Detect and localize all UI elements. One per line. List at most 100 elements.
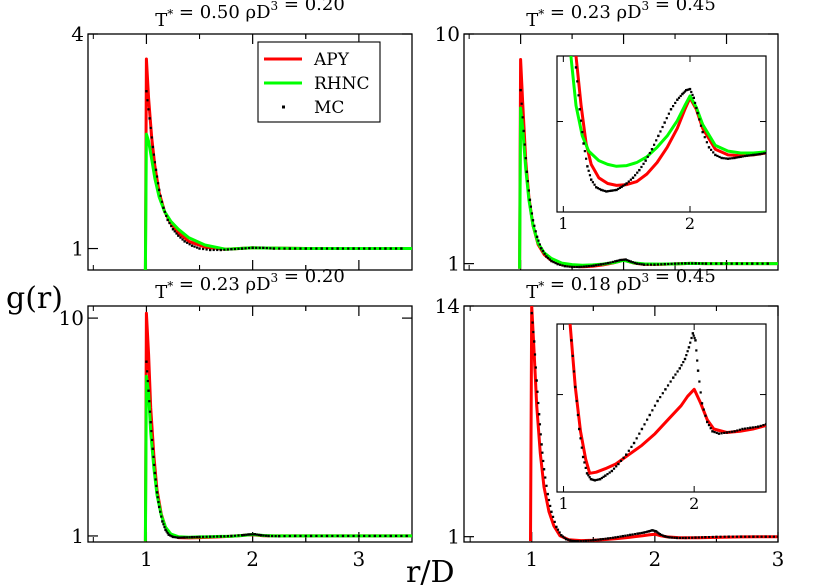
tl-panel-mc-point — [262, 246, 265, 250]
br-panel-inset-mc-point — [698, 380, 701, 383]
tr-panel-inset-mc-point — [659, 130, 662, 133]
br-panel-inset-mc-point — [666, 384, 670, 387]
tr-panel-mc-point — [526, 180, 529, 183]
tr-panel-mc-point — [691, 262, 694, 265]
br-panel-inset-mc-point — [725, 431, 729, 434]
br-panel-inset-mc-point — [625, 453, 628, 456]
tl-panel-mc-point — [165, 214, 168, 217]
tr-panel-inset-mc-point — [692, 96, 695, 100]
tr-panel-inset-mc-point — [754, 153, 757, 156]
br-panel-inset-mc-point — [635, 437, 638, 440]
tr-panel-mc-point — [528, 198, 532, 202]
legend: APY RHNC MC — [257, 41, 381, 123]
bl-panel-mc-point — [283, 535, 286, 538]
br-panel-mc-point — [597, 538, 600, 541]
tr-panel-mc-point — [624, 258, 627, 261]
tl-panel-mc-point — [145, 90, 148, 93]
br-panel-mc-point — [711, 535, 714, 539]
tr-panel-inset-mc-point — [669, 108, 673, 111]
tr-panel-inset-mc-point — [688, 87, 692, 91]
tr-panel-mc-point — [640, 263, 643, 266]
bl-panel-mc-point — [150, 438, 154, 442]
bl-panel-mc-point — [271, 534, 274, 538]
bl-panel-mc-point — [170, 535, 173, 538]
br-panel-mc-point — [604, 537, 607, 540]
bl-panel-mc-point — [165, 530, 168, 533]
bl-panel-mc-point — [262, 534, 265, 537]
tr-panel-mc-point — [687, 262, 690, 265]
br-panel-inset-mc-point — [600, 476, 603, 480]
tr-panel-mc-point — [740, 262, 744, 265]
tr-panel-inset-mc-point — [644, 159, 647, 162]
br-panel-inset-mc-point — [587, 474, 590, 477]
bl-panel-mc-point — [145, 360, 148, 363]
tr-panel-mc-point — [684, 262, 687, 265]
bl-panel-mc-point — [405, 534, 408, 538]
br-panel-mc-point — [540, 443, 543, 446]
br-panel-mc-point — [544, 476, 547, 479]
br-panel-inset-mc-point — [736, 429, 739, 432]
br-panel-inset-mc-point — [584, 466, 587, 469]
br-panel-inset-mc-point — [570, 339, 573, 342]
tr-panel-mc-point — [521, 116, 524, 119]
br-panel-mc-point — [537, 401, 540, 405]
bl-panel-mc-point — [159, 510, 162, 513]
br-panel-inset-mc-point — [695, 349, 698, 352]
br-panel-inset-mc-point — [574, 385, 577, 389]
br-panel-inset-mc-point — [730, 430, 734, 433]
bl-panel-mc-point — [384, 534, 387, 538]
bl-panel-mc-point — [320, 534, 323, 538]
bl-panel-mc-point — [188, 536, 191, 539]
br-panel-mc-point — [550, 510, 553, 514]
tr-panel-mc-point — [519, 88, 522, 92]
br-panel-mc-point — [553, 520, 556, 523]
tr-panel-mc-point — [697, 262, 701, 265]
br-panel-mc-point — [673, 536, 676, 539]
br-panel-mc-point — [668, 536, 671, 539]
bl-panel-mc-point — [181, 536, 184, 539]
br-panel-mc-point — [592, 539, 595, 542]
br-panel-inset-mc-point — [571, 354, 574, 357]
tr-panel-mc-point — [709, 262, 713, 265]
tr-panel-inset-mc-point — [714, 153, 717, 157]
tr-panel-inset-mc-point — [581, 130, 584, 134]
br-panel-inset-mc-point — [728, 431, 731, 434]
bl-panel-mc-point — [171, 535, 175, 539]
br-panel-mc-point — [660, 533, 663, 537]
br-panel-mc-point — [715, 535, 718, 539]
bl-panel-mc-point — [309, 534, 313, 538]
bl-panel-mc-point — [153, 471, 157, 475]
br-panel-mc-point — [666, 535, 670, 539]
br-panel-inset-mc-point — [702, 408, 705, 411]
tl-panel-mc-point — [223, 248, 226, 251]
br-panel-inset-mc-point — [579, 437, 582, 440]
tr-panel-inset-mc-point — [748, 154, 751, 157]
tr-panel-mc-point — [548, 258, 551, 261]
br-panel-inset-mc-point — [576, 413, 579, 417]
bl-panel-mc-point — [155, 491, 159, 494]
br-panel-mc-point — [642, 531, 645, 534]
tr-panel-mc-point — [550, 259, 553, 263]
bl-panel-mc-point — [148, 400, 151, 403]
tr-panel-inset-mc-point — [610, 189, 613, 192]
bl-panel-mc-point — [230, 534, 233, 538]
br-panel-mc-point — [645, 530, 649, 533]
br-panel-mc-point — [719, 535, 722, 538]
tl-panel-mc-point — [389, 247, 392, 250]
tr-panel-mc-point — [701, 262, 704, 265]
br-panel-inset-mc-point — [715, 431, 718, 434]
tl-panel-mc-point — [384, 247, 387, 250]
tl-panel-mc-point — [368, 247, 371, 250]
br-panel-inset-mc-point — [686, 350, 689, 353]
bl-panel-mc-point — [233, 534, 237, 537]
tl-panel-mc-point — [208, 248, 212, 252]
tl-panel-mc-point — [272, 247, 276, 250]
tl-panel-mc-point — [171, 228, 175, 231]
br-panel-inset-mc-point — [690, 336, 693, 340]
br-panel-inset-mc-point — [580, 446, 583, 449]
tl-panel-mc-point — [341, 247, 345, 250]
tr-panel-mc-point — [535, 235, 539, 239]
br-panel-inset-mc-point — [604, 474, 607, 477]
tr-panel-inset-mc-series — [574, 66, 766, 193]
tr-panel-inset-mc-point — [622, 184, 625, 187]
